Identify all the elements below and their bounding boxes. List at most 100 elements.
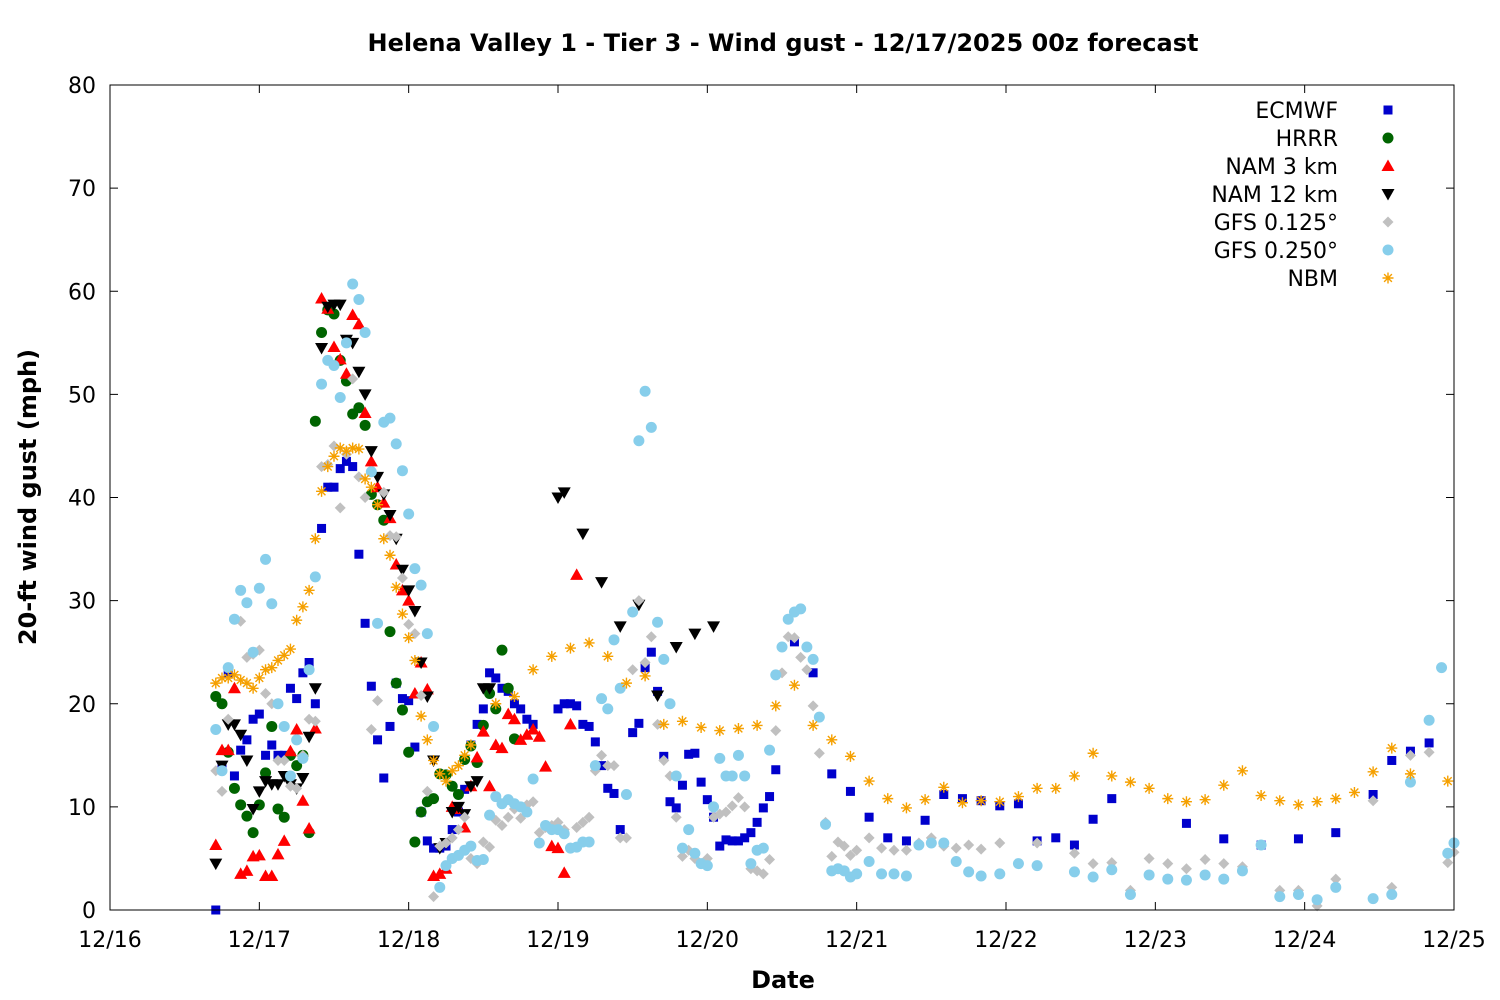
data-point-nam-12-km: [302, 731, 316, 744]
data-point-gfs-0-250: [975, 870, 987, 882]
data-point-nam-12-km: [227, 719, 241, 731]
data-point-nbm: [1012, 791, 1024, 803]
data-point-gfs-0-250: [627, 606, 639, 618]
data-point-hrrr: [272, 803, 284, 815]
data-point-gfs-0-125: [807, 700, 819, 712]
data-point-nam-3-km: [551, 841, 565, 854]
data-point-gfs-0-250: [359, 327, 371, 338]
legend-marker-gfs-0-250: [1382, 244, 1394, 256]
data-point-ecmwf: [690, 748, 700, 758]
data-point-nbm: [1180, 796, 1192, 808]
data-point-gfs-0-125: [900, 844, 912, 856]
data-point-gfs-0-250: [683, 824, 695, 836]
data-point-ecmwf: [397, 694, 407, 704]
data-point-gfs-0-125: [620, 832, 632, 844]
data-point-nam-3-km: [290, 723, 304, 735]
data-point-gfs-0-125: [272, 754, 284, 766]
data-point-gfs-0-125: [421, 785, 433, 797]
data-point-gfs-0-250: [477, 853, 489, 865]
data-point-nam-12-km: [595, 577, 609, 589]
legend-marker-ecmwf: [1383, 105, 1393, 115]
data-point-ecmwf: [597, 761, 607, 771]
series-nam-3-km: [209, 291, 584, 881]
data-point-nbm: [1106, 770, 1118, 782]
data-point-nam-12-km: [333, 299, 347, 312]
data-point-gfs-0-125: [260, 687, 272, 699]
data-point-gfs-0-250: [428, 720, 440, 732]
data-point-gfs-0-125: [347, 373, 359, 385]
x-tick-label: 12/18: [377, 928, 440, 953]
data-point-gfs-0-125: [372, 695, 384, 707]
data-point-gfs-0-250: [807, 653, 819, 665]
legend-marker-nam-12-km: [1381, 189, 1395, 201]
data-point-nbm: [1236, 765, 1248, 777]
data-point-nam-3-km: [358, 406, 372, 418]
data-point-ecmwf: [603, 783, 613, 793]
data-point-ecmwf: [727, 836, 737, 846]
data-point-ecmwf: [335, 464, 345, 474]
data-point-gfs-0-250: [1068, 866, 1080, 878]
data-point-ecmwf: [684, 749, 694, 759]
data-point-ecmwf: [758, 803, 768, 813]
data-point-ecmwf: [404, 696, 414, 706]
data-point-ecmwf: [516, 704, 526, 714]
data-point-ecmwf: [715, 841, 725, 851]
data-point-gfs-0-125: [844, 849, 856, 861]
data-point-ecmwf: [677, 780, 687, 790]
data-point-gfs-0-250: [782, 613, 794, 625]
data-point-nbm: [291, 614, 303, 626]
data-point-gfs-0-250: [484, 809, 496, 821]
data-point-nam-3-km: [520, 728, 534, 740]
data-point-gfs-0-125: [627, 664, 639, 676]
data-point-nam-3-km: [265, 869, 279, 881]
data-point-gfs-0-250: [340, 337, 352, 349]
y-tick-label: 60: [68, 280, 96, 305]
data-point-gfs-0-250: [645, 421, 657, 433]
data-point-nbm: [434, 768, 446, 780]
data-point-ecmwf: [323, 482, 333, 492]
data-point-gfs-0-250: [353, 294, 365, 305]
data-point-hrrr: [409, 836, 421, 848]
data-point-ecmwf: [429, 843, 439, 853]
data-point-nbm: [340, 445, 352, 457]
data-point-ecmwf: [379, 773, 389, 783]
data-point-nbm: [1031, 782, 1043, 794]
data-point-nbm: [359, 473, 371, 485]
legend-marker-nam-3-km: [1381, 159, 1395, 171]
data-point-nbm: [751, 719, 763, 731]
data-point-nam-3-km: [308, 722, 322, 734]
data-point-nbm: [334, 442, 346, 454]
data-point-ecmwf: [553, 704, 563, 714]
legend-label: NAM 3 km: [1225, 155, 1338, 180]
data-point-ecmwf: [373, 735, 383, 745]
data-point-ecmwf: [1013, 799, 1023, 809]
data-point-gfs-0-250: [770, 669, 782, 681]
data-point-ecmwf: [460, 784, 470, 794]
x-tick-label: 12/16: [78, 928, 141, 953]
data-point-gfs-0-125: [1218, 858, 1230, 870]
data-point-gfs-0-125: [838, 840, 850, 852]
data-point-gfs-0-250: [676, 842, 688, 854]
data-point-nam-12-km: [296, 773, 310, 785]
data-point-nbm: [322, 461, 334, 473]
data-point-gfs-0-125: [365, 724, 377, 736]
data-point-ecmwf: [845, 786, 855, 796]
data-point-nbm: [353, 443, 365, 455]
data-point-ecmwf: [740, 833, 750, 843]
data-point-ecmwf: [497, 683, 507, 693]
data-point-hrrr: [316, 327, 328, 338]
data-point-gfs-0-125: [994, 837, 1006, 849]
data-point-nam-3-km: [327, 340, 341, 352]
legend-label: GFS 0.250°: [1214, 239, 1338, 264]
data-point-nam-12-km: [408, 605, 422, 618]
data-point-gfs-0-250: [316, 378, 328, 390]
data-point-gfs-0-250: [216, 765, 228, 777]
data-point-ecmwf: [385, 721, 395, 731]
data-point-gfs-0-125: [770, 725, 782, 737]
data-point-nam-12-km: [240, 755, 254, 767]
data-point-nbm: [303, 584, 315, 596]
data-point-hrrr: [235, 799, 247, 811]
data-point-gfs-0-250: [1012, 858, 1024, 870]
data-point-gfs-0-250: [950, 856, 962, 868]
